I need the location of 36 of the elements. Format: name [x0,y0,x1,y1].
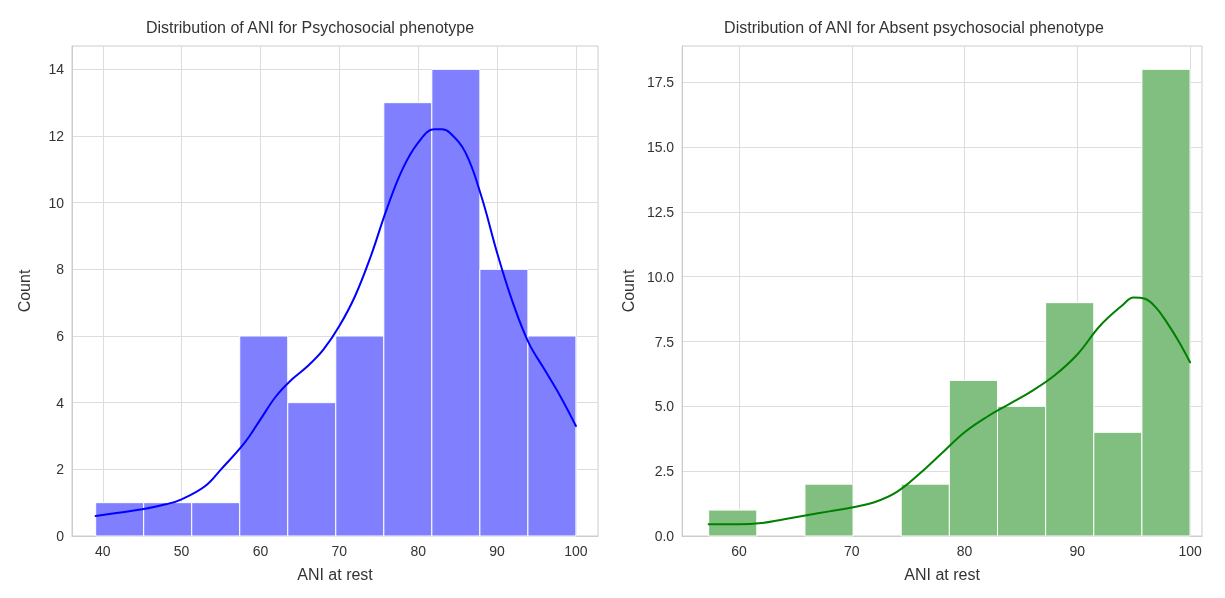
y-tick-label: 2.5 [654,463,675,480]
y-tick-label: 10.0 [646,268,675,285]
y-tick-label: 14 [48,61,65,78]
x-tick-label: 70 [844,543,860,559]
x-tick-label: 40 [94,543,111,559]
y-tick-label: 5.0 [654,398,675,415]
x-tick-label: 90 [489,543,506,559]
line-series [94,128,577,517]
y-tick-label: 12 [48,128,65,144]
chart-title: Distribution of ANI for Psychosocial phenotype [145,18,475,36]
y-tick-label: 2 [56,461,65,478]
y-tick-label: 12.5 [646,203,675,220]
y-tick-label: 7.5 [654,333,675,350]
x-tick-label: 50 [173,543,190,559]
x-tick-label: 100 [1178,543,1202,559]
y-tick-label: 0.0 [654,528,675,544]
x-tick-label: 80 [956,543,973,559]
y-tick-label: 0 [56,528,65,544]
line-series [707,296,1192,526]
y-tick-label: 4 [56,394,65,411]
y-axis-title: Count [15,269,33,313]
x-axis-title: ANI at rest [904,565,981,583]
x-tick-label: 60 [731,543,748,559]
chart-title: Distribution of ANI for Absent psychosocial phenotype [724,18,1104,36]
y-tick-label: 6 [56,328,65,344]
x-axis-title: ANI at rest [297,565,374,583]
y-axis-title: Count [619,269,637,313]
x-tick-label: 70 [331,543,348,559]
y-tick-label: 8 [56,261,65,278]
x-tick-label: 60 [252,543,269,559]
y-tick-label: 10 [48,194,65,211]
y-tick-label: 15.0 [646,139,675,156]
x-tick-label: 90 [1069,543,1086,559]
y-tick-label: 17.5 [646,74,675,91]
x-tick-label: 80 [410,543,427,559]
x-tick-label: 100 [564,543,588,559]
